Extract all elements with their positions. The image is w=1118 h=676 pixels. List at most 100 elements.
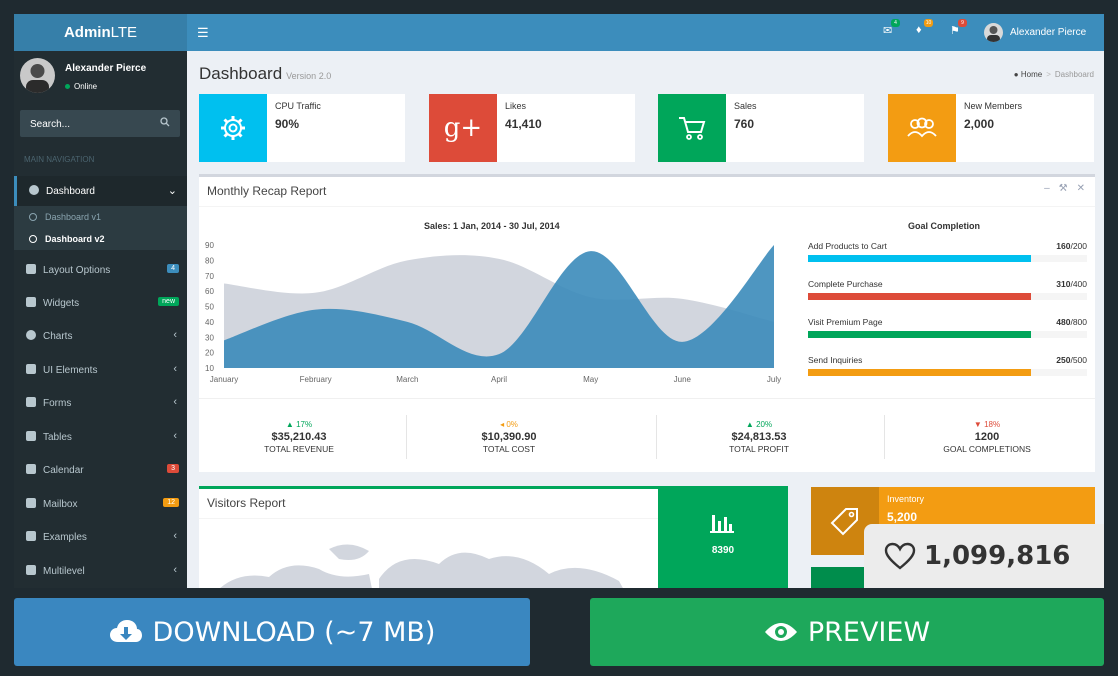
sidebar-item-tables[interactable]: Tables ‹ bbox=[14, 422, 187, 452]
page-title-text: Dashboard bbox=[199, 64, 283, 83]
sidebar-item-forms[interactable]: Forms ‹ bbox=[14, 388, 187, 418]
divider bbox=[199, 398, 1095, 399]
stat-block: ▼ 18% 1200 GOAL COMPLETIONS bbox=[887, 420, 1087, 454]
x-tick-label: January bbox=[210, 375, 238, 384]
goal-label: Add Products to Cart bbox=[808, 241, 887, 251]
collapse-icon[interactable]: – bbox=[1044, 183, 1050, 194]
laptop-icon bbox=[26, 364, 36, 374]
sidebar-item-multilevel[interactable]: Multilevel ‹ bbox=[14, 556, 187, 586]
avatar[interactable] bbox=[984, 23, 1003, 42]
sidebar-item-label: Widgets bbox=[43, 298, 80, 309]
download-button[interactable]: DOWNLOAD (~7 MB) bbox=[14, 598, 530, 666]
sidebar-item-ui-elements[interactable]: UI Elements ‹ bbox=[14, 355, 187, 385]
stat-separator bbox=[884, 415, 885, 459]
sales-chart: 10 20 30 40 50 60 70 80 90 January February March Ap… bbox=[205, 241, 781, 384]
sidebar-item-widgets[interactable]: Widgets new bbox=[14, 288, 187, 318]
users-icon bbox=[907, 117, 937, 138]
info-box-label: New Members bbox=[964, 101, 1023, 111]
y-tick-label: 70 bbox=[205, 272, 214, 281]
goal-label: Visit Premium Page bbox=[808, 317, 883, 327]
search-placeholder: Search... bbox=[30, 119, 71, 130]
y-tick-label: 30 bbox=[205, 333, 214, 342]
info-box-likes: g+ Likes 41,410 bbox=[429, 94, 635, 162]
y-tick-label: 80 bbox=[205, 256, 214, 265]
breadcrumb-home[interactable]: Home bbox=[1020, 70, 1043, 79]
flag-icon[interactable]: ⚑ 9 bbox=[950, 19, 967, 38]
sidebar-item-label: Examples bbox=[43, 532, 87, 543]
share-icon bbox=[26, 565, 36, 575]
sidebar-item-dashboard-v2[interactable]: Dashboard v2 bbox=[14, 228, 187, 250]
y-tick-label: 60 bbox=[205, 287, 214, 296]
sidebar-item-layout-options[interactable]: Layout Options 4 bbox=[14, 255, 187, 285]
navbar-user-name[interactable]: Alexander Pierce bbox=[1010, 27, 1087, 38]
envelope-icon[interactable]: ✉ 4 bbox=[883, 19, 900, 38]
tasks-badge: 9 bbox=[958, 19, 967, 27]
sidebar-item-mailbox[interactable]: Mailbox 12 bbox=[14, 489, 187, 519]
bar-chart-icon bbox=[710, 515, 734, 533]
gear-icon bbox=[221, 116, 245, 140]
goal-total: /400 bbox=[1070, 279, 1087, 289]
progress-track bbox=[808, 255, 1087, 262]
sidebar-item-label: Dashboard v1 bbox=[45, 212, 102, 222]
cart-icon bbox=[679, 117, 706, 140]
count-badge: 3 bbox=[167, 464, 179, 473]
chevron-left-icon: ‹ bbox=[173, 329, 177, 341]
sidebar-item-dashboard-v1[interactable]: Dashboard v1 bbox=[14, 206, 187, 228]
table-icon bbox=[26, 431, 36, 441]
pie-chart-icon bbox=[26, 330, 36, 340]
logo[interactable]: Admin LTE bbox=[14, 14, 187, 51]
logo-thin: LTE bbox=[110, 24, 138, 41]
info-box-value: 2,000 bbox=[964, 117, 995, 131]
stat-caption: TOTAL PROFIT bbox=[729, 444, 789, 454]
breadcrumb: ● Home > Dashboard bbox=[1014, 70, 1094, 79]
close-icon[interactable]: ✕ bbox=[1076, 183, 1085, 194]
sidebar-item-label: Dashboard bbox=[46, 186, 95, 197]
messages-badge: 4 bbox=[891, 19, 900, 27]
search-input[interactable]: Search... bbox=[20, 110, 180, 137]
circle-icon bbox=[29, 235, 37, 243]
visitors-stat-value: 8390 bbox=[711, 545, 735, 556]
goal-label: Send Inquiries bbox=[808, 355, 863, 365]
new-badge: new bbox=[158, 297, 179, 306]
visitors-stat-panel: 8390 bbox=[658, 489, 788, 588]
breadcrumb-separator: > bbox=[1046, 70, 1051, 79]
preview-button[interactable]: PREVIEW bbox=[590, 598, 1104, 666]
menu-toggle-icon[interactable]: ☰ bbox=[197, 25, 209, 40]
stat-amount: $35,210.43 bbox=[271, 431, 327, 443]
wrench-icon[interactable]: ⚒ bbox=[1058, 183, 1068, 194]
sidebar-item-label: Forms bbox=[43, 398, 72, 409]
sidebar-item-dashboard[interactable]: Dashboard ⌄ bbox=[14, 176, 187, 206]
tag-icon bbox=[830, 508, 858, 536]
notifications-badge: 10 bbox=[924, 19, 933, 27]
progress-bar bbox=[808, 255, 1032, 262]
goal-total: /500 bbox=[1070, 355, 1087, 365]
goal-done: 250 bbox=[1056, 355, 1071, 365]
sidebar-item-examples[interactable]: Examples ‹ bbox=[14, 522, 187, 552]
nav-section-header: MAIN NAVIGATION bbox=[24, 155, 95, 164]
y-tick-label: 50 bbox=[205, 303, 214, 312]
page-title: Dashboard Version 2.0 bbox=[199, 64, 331, 84]
x-tick-label: February bbox=[300, 375, 332, 384]
user-photo-icon bbox=[987, 26, 1000, 42]
y-tick-label: 90 bbox=[205, 241, 214, 250]
stat-separator bbox=[406, 415, 407, 459]
box-title: Monthly Recap Report bbox=[207, 184, 327, 198]
preview-label: PREVIEW bbox=[807, 616, 931, 648]
bell-icon[interactable]: ♦ 10 bbox=[916, 19, 933, 36]
goal-value: 480/800 bbox=[1056, 317, 1087, 327]
likes-counter[interactable]: 1,099,816 bbox=[864, 524, 1104, 588]
chevron-left-icon: ‹ bbox=[173, 396, 177, 408]
sidebar-item-calendar[interactable]: Calendar 3 bbox=[14, 455, 187, 485]
grid-icon bbox=[26, 297, 36, 307]
progress-track bbox=[808, 369, 1087, 376]
y-tick-label: 20 bbox=[205, 349, 214, 358]
folder-icon bbox=[26, 531, 36, 541]
edit-icon bbox=[26, 397, 36, 407]
search-icon[interactable] bbox=[160, 117, 170, 127]
sidebar-item-label: Mailbox bbox=[43, 499, 78, 510]
stat-percent: ▲ 17% bbox=[285, 420, 313, 429]
goal-done: 480 bbox=[1056, 317, 1071, 327]
sidebar-item-charts[interactable]: Charts ‹ bbox=[14, 321, 187, 351]
calendar-icon bbox=[26, 464, 36, 474]
chevron-left-icon: ‹ bbox=[173, 363, 177, 375]
